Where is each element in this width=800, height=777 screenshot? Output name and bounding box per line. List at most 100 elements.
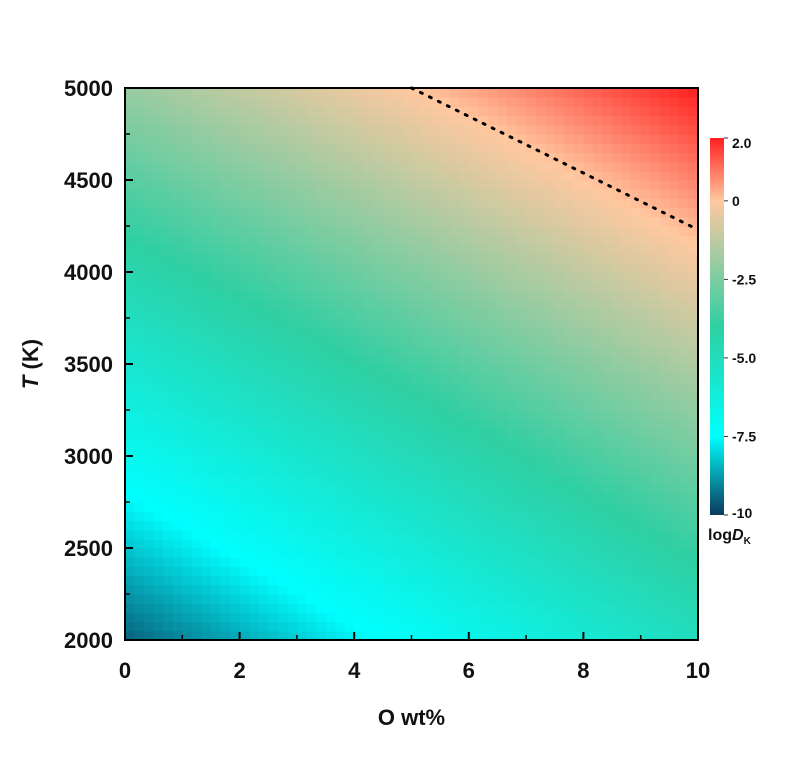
- heatmap-cell: [134, 584, 145, 595]
- heatmap-cell: [631, 143, 642, 153]
- heatmap-cell: [535, 474, 546, 485]
- heatmap-cell: [363, 115, 374, 126]
- heatmap-cell: [602, 161, 613, 172]
- heatmap-cell: [602, 143, 613, 153]
- heatmap-cell: [678, 170, 690, 181]
- heatmap-cell: [230, 88, 241, 98]
- heatmap-cell: [172, 336, 183, 347]
- heatmap-cell: [507, 281, 518, 291]
- heatmap-cell: [316, 262, 327, 273]
- heatmap-cell: [153, 226, 164, 236]
- heatmap-cell: [296, 529, 308, 540]
- heatmap-cell: [287, 364, 298, 374]
- heatmap-cell: [363, 299, 374, 310]
- heatmap-cell: [220, 97, 231, 107]
- heatmap-cell: [344, 262, 355, 273]
- heatmap-cell: [583, 290, 594, 301]
- heatmap-cell: [144, 106, 155, 117]
- heatmap-cell: [220, 548, 231, 558]
- heatmap-cell: [621, 630, 632, 640]
- heatmap-cell: [449, 456, 460, 466]
- heatmap-cell: [497, 630, 508, 640]
- heatmap-cell: [592, 281, 604, 291]
- heatmap-cell: [573, 106, 584, 117]
- heatmap-cell: [306, 115, 317, 126]
- heatmap-cell: [201, 226, 212, 236]
- heatmap-cell: [153, 474, 164, 485]
- heatmap-cell: [134, 299, 145, 310]
- heatmap-cell: [640, 336, 651, 347]
- heatmap-cell: [573, 382, 584, 393]
- heatmap-cell: [554, 354, 565, 365]
- heatmap-cell: [526, 594, 537, 604]
- heatmap-cell: [325, 143, 336, 153]
- heatmap-cell: [363, 575, 374, 586]
- heatmap-cell: [316, 446, 327, 457]
- heatmap-cell: [659, 253, 670, 264]
- heatmap-cell: [249, 207, 260, 218]
- heatmap-cell: [316, 548, 327, 558]
- heatmap-cell: [459, 456, 470, 466]
- heatmap-cell: [516, 465, 527, 475]
- heatmap-cell: [344, 511, 355, 521]
- heatmap-cell: [401, 584, 413, 595]
- heatmap-cell: [144, 603, 155, 613]
- heatmap-cell: [507, 612, 518, 623]
- heatmap-cell: [354, 612, 365, 623]
- heatmap-cell: [354, 180, 365, 190]
- heatmap-cell: [144, 382, 155, 393]
- heatmap-cell: [669, 410, 680, 420]
- heatmap-cell: [487, 373, 499, 383]
- heatmap-cell: [583, 437, 594, 448]
- heatmap-cell: [640, 143, 651, 153]
- heatmap-cell: [411, 548, 422, 558]
- heatmap-cell: [210, 124, 222, 135]
- heatmap-cell: [296, 566, 308, 577]
- heatmap-cell: [401, 382, 413, 393]
- heatmap-cell: [592, 419, 604, 429]
- heatmap-cell: [535, 308, 546, 319]
- heatmap-cell: [535, 97, 546, 107]
- heatmap-cell: [449, 566, 460, 577]
- heatmap-cell: [335, 382, 346, 393]
- heatmap-cell: [172, 566, 183, 577]
- heatmap-cell: [220, 345, 231, 356]
- heatmap-cell: [172, 548, 183, 558]
- heatmap-cell: [191, 410, 202, 420]
- heatmap-cell: [163, 502, 174, 512]
- heatmap-cell: [659, 226, 670, 236]
- heatmap-cell: [277, 428, 288, 439]
- heatmap-cell: [678, 308, 690, 319]
- heatmap-cell: [296, 400, 308, 411]
- heatmap-cell: [526, 511, 537, 521]
- heatmap-cell: [401, 502, 413, 512]
- heatmap-cell: [230, 502, 241, 512]
- heatmap-cell: [258, 88, 269, 98]
- heatmap-cell: [316, 511, 327, 521]
- heatmap-cell: [421, 465, 432, 475]
- heatmap-cell: [545, 465, 556, 475]
- heatmap-cell: [459, 170, 470, 181]
- heatmap-cell: [612, 419, 623, 429]
- heatmap-cell: [411, 557, 422, 567]
- heatmap-cell: [640, 529, 651, 540]
- heatmap-cell: [335, 345, 346, 356]
- heatmap-cell: [678, 520, 690, 531]
- heatmap-cell: [249, 134, 260, 144]
- heatmap-cell: [144, 345, 155, 356]
- heatmap-cell: [640, 428, 651, 439]
- heatmap-cell: [153, 373, 164, 383]
- heatmap-cell: [239, 373, 250, 383]
- heatmap-cell: [421, 400, 432, 411]
- heatmap-cell: [153, 152, 164, 163]
- heatmap-cell: [516, 207, 527, 218]
- heatmap-cell: [602, 584, 613, 595]
- heatmap-cell: [564, 584, 575, 595]
- heatmap-cell: [201, 511, 212, 521]
- heatmap-cell: [144, 566, 155, 577]
- heatmap-cell: [182, 456, 193, 466]
- heatmap-cell: [678, 538, 690, 549]
- heatmap-cell: [440, 538, 451, 549]
- heatmap-cell: [201, 465, 212, 475]
- heatmap-cell: [526, 446, 537, 457]
